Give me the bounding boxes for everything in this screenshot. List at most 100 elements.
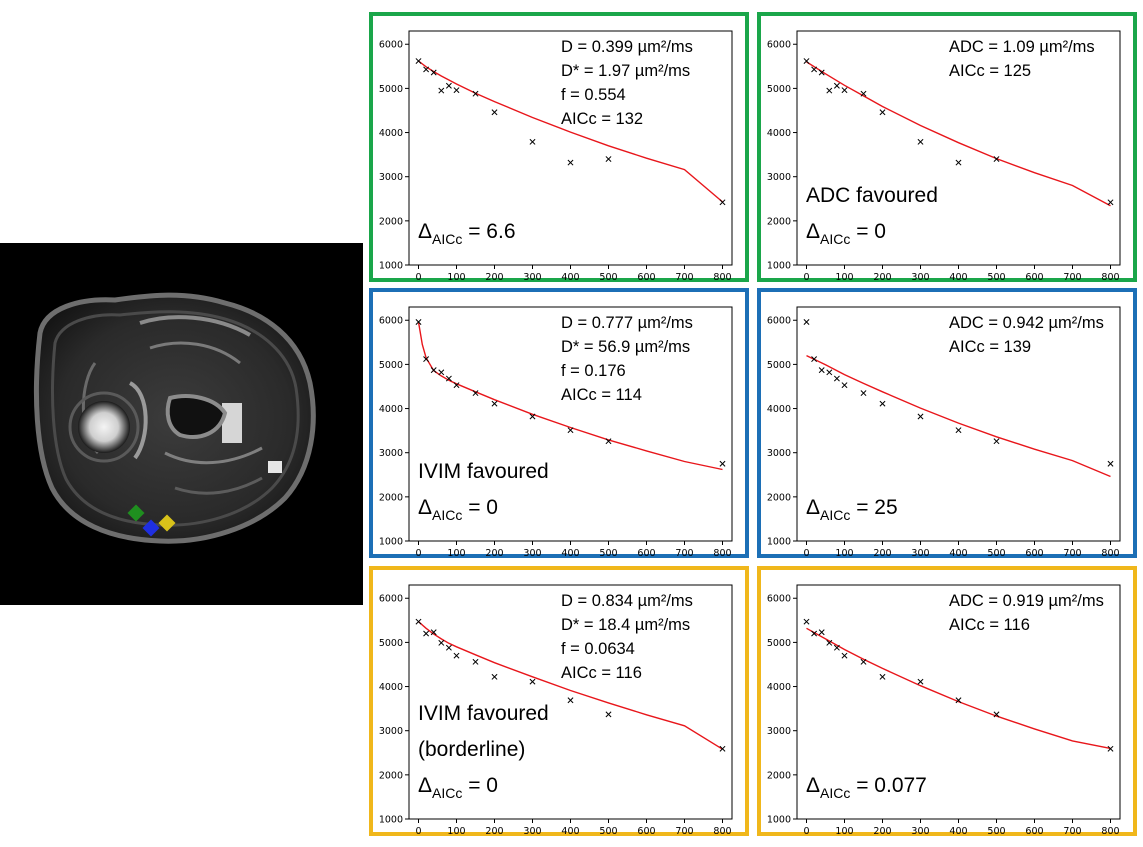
x-tick-label: 500 <box>599 548 617 558</box>
roi-blue-marker <box>142 519 160 537</box>
data-point <box>803 319 810 325</box>
y-tick-label: 6000 <box>767 40 791 51</box>
y-tick-label: 5000 <box>767 638 791 649</box>
fit-parameter-label: AICc = 139 <box>949 338 1031 356</box>
data-point <box>879 673 886 680</box>
y-tick-label: 2000 <box>379 216 403 227</box>
mri-image <box>0 243 363 605</box>
roi-yellow-marker <box>158 514 176 532</box>
chart-svg-row3-ivim: 0 100 200 300 400 500 600 700 800 1000 2000 3000 400… <box>369 566 749 836</box>
y-tick-label: 4000 <box>379 682 403 693</box>
data-point <box>423 66 430 73</box>
x-tick-label: 600 <box>637 826 655 836</box>
fit-parameter-label: D* = 1.97 µm²/ms <box>561 62 690 80</box>
delta-value: = 0.077 <box>850 774 926 797</box>
y-tick-label: 3000 <box>379 172 403 183</box>
fit-parameter-label: AICc = 116 <box>561 664 642 682</box>
data-point <box>811 356 818 363</box>
delta-aicc-label: ΔAICc = 0 <box>806 220 886 247</box>
delta-value: = 0 <box>462 774 498 797</box>
data-point <box>803 58 810 64</box>
data-point <box>955 427 962 434</box>
data-point <box>719 460 726 467</box>
fit-parameter-label: ADC = 1.09 µm²/ms <box>949 38 1095 56</box>
x-tick-label: 200 <box>485 548 503 558</box>
x-tick-label: 100 <box>835 548 853 558</box>
delta-aicc-label: ΔAICc = 25 <box>806 496 898 523</box>
data-point <box>529 678 536 685</box>
data-point <box>993 711 1000 718</box>
x-tick-label: 800 <box>713 548 731 558</box>
x-tick-label: 600 <box>1025 272 1043 282</box>
data-point <box>879 109 886 116</box>
x-tick-label: 700 <box>675 272 693 282</box>
data-point <box>438 87 445 94</box>
data-point <box>833 644 840 651</box>
chart-panel-row2-adc: 0 100 200 300 400 500 600 700 800 1000 2000 3000 400… <box>757 288 1137 558</box>
data-point <box>826 87 833 94</box>
x-tick-label: 800 <box>713 272 731 282</box>
fit-parameter-label: D = 0.834 µm²/ms <box>561 592 693 610</box>
data-point <box>438 369 445 376</box>
delta-subscript: AICc <box>820 231 850 247</box>
y-tick-label: 6000 <box>767 316 791 327</box>
y-tick-label: 6000 <box>379 316 403 327</box>
y-tick-label: 6000 <box>379 40 403 51</box>
data-point <box>833 375 840 382</box>
x-tick-label: 800 <box>1101 272 1119 282</box>
y-tick-label: 4000 <box>379 404 403 415</box>
data-point <box>841 87 848 94</box>
data-point <box>719 199 726 206</box>
chart-panel-row1-ivim: 0 100 200 300 400 500 600 700 800 1000 2000 3000 400… <box>369 12 749 282</box>
x-tick-label: 600 <box>1025 826 1043 836</box>
chart-svg-row1-ivim: 0 100 200 300 400 500 600 700 800 1000 2000 3000 400… <box>369 12 749 282</box>
y-tick-label: 5000 <box>767 84 791 95</box>
x-tick-label: 300 <box>911 826 929 836</box>
data-point <box>818 367 825 374</box>
delta-subscript: AICc <box>432 785 462 801</box>
roi-markers <box>127 504 176 537</box>
data-point <box>993 438 1000 445</box>
data-point <box>472 90 479 97</box>
fit-curve <box>418 60 723 203</box>
x-tick-label: 100 <box>447 826 465 836</box>
data-point <box>491 673 498 680</box>
x-tick-label: 200 <box>873 826 891 836</box>
panel-border <box>757 566 1137 836</box>
data-point <box>415 618 422 625</box>
data-point <box>491 400 498 407</box>
fit-parameter-label: f = 0.554 <box>561 86 626 104</box>
x-tick-label: 100 <box>835 826 853 836</box>
fit-parameter-label: AICc = 125 <box>949 62 1031 80</box>
x-tick-label: 0 <box>803 826 809 836</box>
data-point <box>879 400 886 407</box>
x-tick-label: 100 <box>447 272 465 282</box>
y-tick-label: 3000 <box>767 172 791 183</box>
delta-symbol: Δ <box>418 220 432 243</box>
y-tick-label: 1000 <box>379 815 403 826</box>
data-point <box>826 369 833 376</box>
delta-subscript: AICc <box>820 785 850 801</box>
data-point <box>1107 745 1114 752</box>
model-verdict-label: ADC favoured <box>806 184 938 207</box>
delta-aicc-label: ΔAICc = 0 <box>418 496 498 523</box>
data-point <box>860 658 867 665</box>
fit-curve <box>418 621 723 750</box>
data-point <box>430 629 437 636</box>
y-tick-label: 1000 <box>379 261 403 272</box>
data-point <box>453 382 460 389</box>
fit-curve <box>806 61 1111 207</box>
x-tick-label: 0 <box>415 272 421 282</box>
model-verdict-label: IVIM favoured <box>418 460 549 483</box>
delta-subscript: AICc <box>820 507 850 523</box>
y-tick-label: 6000 <box>379 594 403 605</box>
chart-panel-row1-adc: 0 100 200 300 400 500 600 700 800 1000 2000 3000 400… <box>757 12 1137 282</box>
data-point <box>430 69 437 76</box>
data-point <box>833 82 840 89</box>
delta-aicc-label: ΔAICc = 6.6 <box>418 220 516 247</box>
y-tick-label: 2000 <box>767 492 791 503</box>
data-point <box>917 413 924 420</box>
y-tick-label: 2000 <box>767 216 791 227</box>
data-point <box>719 745 726 752</box>
data-point <box>529 413 536 420</box>
